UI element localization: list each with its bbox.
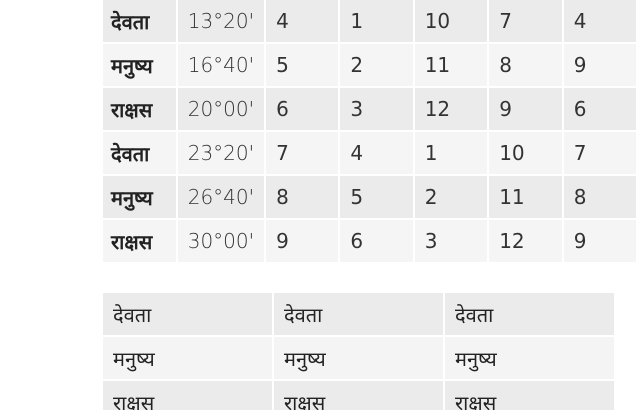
degree-cell: 20°00' — [177, 88, 265, 130]
number-cell: 3 — [414, 220, 488, 262]
number-cell: 1 — [414, 132, 488, 174]
gana-cell: देवता — [103, 293, 272, 335]
table-row: मनुष्य 16°40' 5 2 11 8 9 — [103, 44, 636, 86]
gana-cell: राक्षस — [274, 381, 443, 410]
number-cell: 9 — [563, 220, 636, 262]
number-cell: 6 — [340, 220, 413, 262]
degree-cell: 30°00' — [177, 220, 265, 262]
number-cell: 12 — [414, 88, 488, 130]
number-cell: 7 — [266, 132, 339, 174]
gana-cell: देवता — [274, 293, 443, 335]
gana-cell: मनुष्य — [103, 176, 176, 218]
number-cell: 2 — [340, 44, 413, 86]
gana-cell: राक्षस — [103, 381, 272, 410]
gana-cell: मनुष्य — [445, 337, 614, 379]
number-cell: 3 — [340, 88, 413, 130]
table-row: देवता 13°20' 4 1 10 7 4 — [103, 0, 636, 42]
number-cell: 9 — [563, 44, 636, 86]
gana-table: देवता देवता देवता मनुष्य मनुष्य मनुष्य राक्षस र… — [101, 291, 616, 410]
gana-cell: राक्षस — [103, 220, 176, 262]
number-cell: 2 — [414, 176, 488, 218]
table-row: मनुष्य मनुष्य मनुष्य — [103, 337, 614, 379]
table-row: मनुष्य 26°40' 8 5 2 11 8 — [103, 176, 636, 218]
number-cell: 4 — [266, 0, 339, 42]
table-row: राक्षस 30°00' 9 6 3 12 9 — [103, 220, 636, 262]
number-cell: 6 — [563, 88, 636, 130]
number-cell: 12 — [489, 220, 562, 262]
number-cell: 9 — [266, 220, 339, 262]
number-cell: 4 — [563, 0, 636, 42]
degree-cell: 13°20' — [177, 0, 265, 42]
degree-cell: 16°40' — [177, 44, 265, 86]
number-cell: 10 — [489, 132, 562, 174]
number-cell: 5 — [266, 44, 339, 86]
table-row: देवता देवता देवता — [103, 293, 614, 335]
number-cell: 7 — [563, 132, 636, 174]
gana-cell: देवता — [103, 0, 176, 42]
table-row: राक्षस राक्षस राक्षस — [103, 381, 614, 410]
number-cell: 11 — [489, 176, 562, 218]
gana-cell: मनुष्य — [274, 337, 443, 379]
table-row: राक्षस 20°00' 6 3 12 9 6 — [103, 88, 636, 130]
number-cell: 10 — [414, 0, 488, 42]
gana-cell: राक्षस — [103, 88, 176, 130]
number-cell: 4 — [340, 132, 413, 174]
number-cell: 7 — [489, 0, 562, 42]
degree-cell: 23°20' — [177, 132, 265, 174]
gana-cell: देवता — [103, 132, 176, 174]
number-cell: 9 — [489, 88, 562, 130]
number-cell: 5 — [340, 176, 413, 218]
number-cell: 8 — [266, 176, 339, 218]
gana-cell: मनुष्य — [103, 44, 176, 86]
table-row: देवता 23°20' 7 4 1 10 7 — [103, 132, 636, 174]
number-cell: 8 — [563, 176, 636, 218]
number-cell: 1 — [340, 0, 413, 42]
number-cell: 8 — [489, 44, 562, 86]
gana-cell: मनुष्य — [103, 337, 272, 379]
number-cell: 11 — [414, 44, 488, 86]
gana-cell: राक्षस — [445, 381, 614, 410]
gana-degree-table: देवता 13°20' 4 1 10 7 4 मनुष्य 16°40' 5 2 11 8 9 राक्ष… — [101, 0, 638, 264]
gana-cell: देवता — [445, 293, 614, 335]
degree-cell: 26°40' — [177, 176, 265, 218]
number-cell: 6 — [266, 88, 339, 130]
